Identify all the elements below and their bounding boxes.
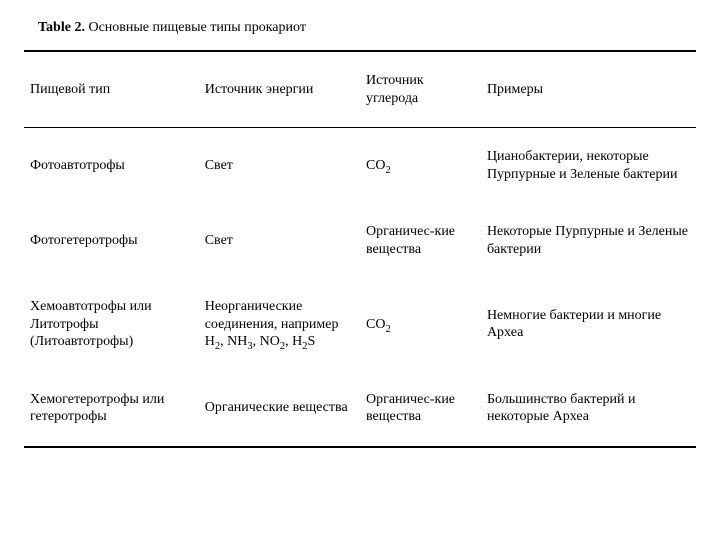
cell-example: Цианобактерии, некоторые Пурпурные и Зел… (481, 128, 696, 204)
cell-type: Хемогетеротрофы или гетеротрофы (24, 371, 199, 447)
cell-carbon: CO2 (360, 128, 481, 204)
table-header-row: Пищевой тип Источник энергии Источник уг… (24, 51, 696, 128)
table-row: Фотоавтотрофы Свет CO2 Цианобактерии, не… (24, 128, 696, 204)
col-header-example: Примеры (481, 51, 696, 128)
cell-carbon: Органичес-кие вещества (360, 203, 481, 278)
cell-type: Фотоавтотрофы (24, 128, 199, 204)
cell-example: Большинство бактерий и некоторые Археа (481, 371, 696, 447)
cell-energy: Свет (199, 128, 360, 204)
table-row: Хемогетеротрофы или гетеротрофы Органиче… (24, 371, 696, 447)
cell-example: Некоторые Пурпурные и Зеленые бактерии (481, 203, 696, 278)
cell-type: Хемоавтотрофы или Литотрофы (Литоавтотро… (24, 278, 199, 371)
caption-text: Основные пищевые типы прокариот (85, 20, 306, 35)
table-caption: Table 2. Основные пищевые типы прокариот (38, 20, 696, 36)
col-header-carbon: Источник углерода (360, 51, 481, 128)
table-row: Фотогетеротрофы Свет Органичес-кие вещес… (24, 203, 696, 278)
col-header-type: Пищевой тип (24, 51, 199, 128)
cell-energy: Свет (199, 203, 360, 278)
cell-energy: Неорганические соединения, напримерH2, N… (199, 278, 360, 371)
cell-carbon: Органичес-кие вещества (360, 371, 481, 447)
table-row: Хемоавтотрофы или Литотрофы (Литоавтотро… (24, 278, 696, 371)
cell-carbon: CO2 (360, 278, 481, 371)
cell-type: Фотогетеротрофы (24, 203, 199, 278)
col-header-energy: Источник энергии (199, 51, 360, 128)
nutrition-types-table: Пищевой тип Источник энергии Источник уг… (24, 50, 696, 448)
caption-prefix: Table 2. (38, 20, 85, 35)
cell-energy: Органические вещества (199, 371, 360, 447)
cell-example: Немногие бактерии и многие Археа (481, 278, 696, 371)
